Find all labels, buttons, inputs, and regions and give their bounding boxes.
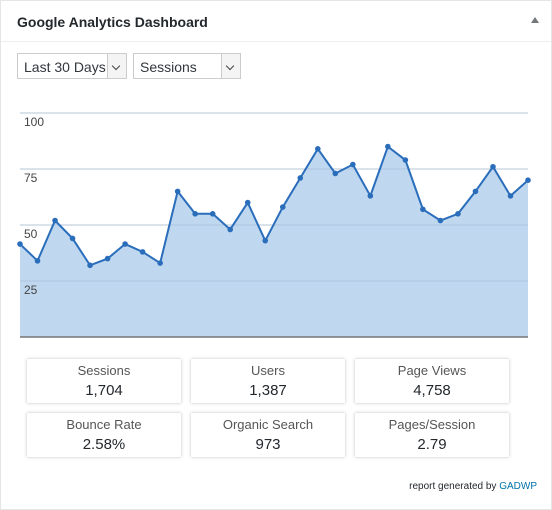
period-value: Last 30 Days (24, 59, 106, 75)
stat-value: 2.79 (417, 436, 447, 453)
point (525, 177, 531, 183)
point (52, 217, 58, 224)
point (174, 188, 181, 195)
point (507, 193, 514, 199)
point (385, 143, 391, 150)
point (472, 188, 479, 195)
point (402, 157, 409, 163)
y-tick-label: 25 (24, 283, 38, 297)
y-tick-label: 50 (24, 227, 38, 241)
stat-label: Page Views (397, 363, 467, 378)
point (227, 226, 234, 233)
point (244, 199, 251, 206)
stat-label: Organic Search (222, 417, 314, 432)
metric-value: Sessions (140, 59, 197, 75)
stat-box: Sessions 1,704 (27, 359, 181, 403)
footer-link[interactable]: GADWP (499, 481, 537, 492)
stat-box: Page Views 4,758 (355, 359, 509, 403)
line (19, 144, 529, 267)
stat-value: 1,387 (249, 382, 287, 399)
point (139, 249, 146, 255)
point (437, 217, 444, 224)
point (192, 211, 198, 217)
point (104, 255, 111, 262)
stat-value: 4,758 (413, 382, 451, 399)
stat-value: 973 (255, 436, 281, 453)
stat-box: Users 1,387 (191, 359, 345, 403)
stat-label: Bounce Rate (66, 417, 142, 432)
stat-label: Pages/Session (388, 417, 476, 432)
point (262, 237, 269, 244)
stat-value: 2.58% (82, 436, 126, 453)
widget-header: Google Analytics Dashboard (1, 1, 551, 42)
area (20, 146, 528, 337)
stat-box: Pages/Session 2.79 (355, 413, 509, 457)
stat-label: Users (251, 363, 285, 378)
stat-value: 1,704 (85, 382, 123, 399)
point (87, 262, 93, 269)
stat-box: Bounce Rate 2.58% (27, 413, 181, 457)
point (17, 241, 23, 247)
stat-box: Organic Search 973 (191, 413, 345, 457)
metric-select[interactable]: Sessions (133, 53, 241, 79)
point (297, 175, 304, 181)
stat-label: Sessions (77, 363, 131, 378)
point (314, 146, 321, 152)
y-tick-label: 75 (24, 171, 38, 185)
chart: 25 50 75 100 (17, 112, 531, 338)
point (350, 161, 356, 168)
point (455, 211, 461, 217)
period-select[interactable]: Last 30 Days (17, 53, 127, 79)
footer: report generated by GADWP (409, 481, 537, 492)
point (34, 258, 41, 264)
point (157, 260, 163, 266)
point (420, 206, 426, 213)
point (122, 241, 128, 247)
point (209, 211, 216, 217)
dropdown-arrow (221, 54, 240, 78)
widget-title: Google Analytics Dashboard (17, 14, 208, 30)
y-tick-label: 100 (24, 115, 44, 129)
point (367, 193, 374, 199)
footer-text: report generated by (409, 481, 497, 492)
point (69, 235, 76, 242)
point (490, 163, 496, 170)
point (332, 170, 339, 177)
collapse-toggle[interactable] (531, 17, 539, 23)
dropdown-arrow (107, 54, 126, 78)
point (279, 204, 286, 210)
